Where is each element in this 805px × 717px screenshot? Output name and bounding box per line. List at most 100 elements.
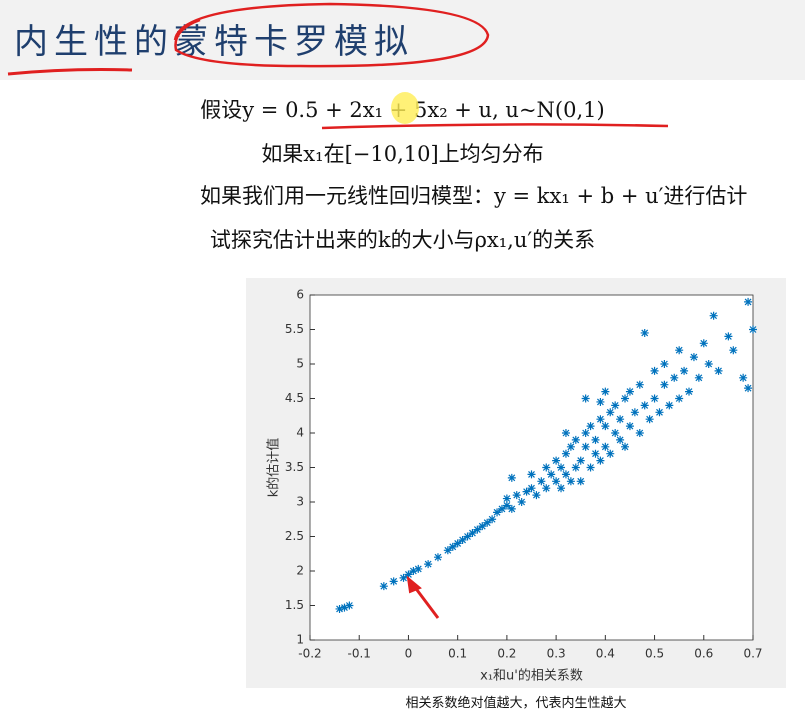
point (596, 415, 605, 424)
point (502, 494, 511, 503)
y-tick-label: 5 (296, 357, 304, 371)
point (345, 601, 354, 610)
point (532, 491, 541, 500)
point (561, 429, 570, 437)
point (621, 394, 630, 403)
point (488, 515, 497, 524)
y-tick-label: 1 (296, 633, 304, 647)
point (557, 463, 566, 472)
point (680, 366, 689, 375)
point (512, 491, 521, 500)
formula-line: 如果我们用一元线性回归模型：y = kx₁ + b + u′进行估计 (200, 184, 748, 208)
point (709, 311, 718, 320)
point (335, 604, 344, 613)
point (660, 360, 669, 368)
point (606, 408, 615, 417)
point (502, 501, 511, 510)
point (542, 484, 551, 493)
point (517, 498, 526, 506)
point (566, 442, 575, 451)
point (621, 442, 630, 451)
point (571, 463, 580, 472)
formula-line: 试探究估计出来的k的大小与ρx₁,u′的关系 (209, 228, 596, 252)
y-tick-label: 1.5 (285, 598, 304, 612)
y-tick-label: 2 (296, 564, 304, 578)
point (611, 429, 620, 437)
point (699, 339, 708, 348)
point (714, 366, 723, 375)
point (463, 532, 472, 541)
point (630, 408, 639, 417)
plot-area (309, 294, 754, 641)
point (561, 449, 570, 458)
x-tick-label: 0 (405, 647, 413, 661)
point (581, 429, 590, 437)
point (468, 529, 477, 538)
x-tick-label: -0.1 (348, 647, 371, 661)
y-tick-label: 6 (296, 288, 304, 302)
point (473, 525, 482, 534)
x-tick-label: 0.4 (596, 647, 615, 661)
point (571, 435, 580, 444)
point (601, 422, 610, 431)
point (640, 401, 649, 410)
x-tick-label: -0.2 (298, 647, 321, 661)
y-tick-label: 4.5 (285, 391, 304, 405)
y-tick-label: 3.5 (285, 460, 304, 474)
point (389, 577, 398, 586)
point (650, 366, 659, 375)
point (557, 484, 566, 493)
y-tick-label: 5.5 (285, 322, 304, 336)
point (625, 422, 634, 431)
point (611, 401, 620, 410)
x-tick-label: 0.7 (743, 647, 762, 661)
point (433, 553, 442, 562)
formula-line: 如果x₁在[−10,10]上均匀分布 (261, 142, 544, 166)
point (478, 522, 487, 531)
point (340, 603, 349, 612)
point (448, 542, 457, 551)
point (527, 484, 536, 493)
point (581, 442, 590, 451)
point (458, 535, 467, 544)
point (640, 328, 649, 337)
point (443, 546, 452, 555)
point (576, 456, 585, 465)
point (542, 463, 551, 472)
point (379, 582, 388, 591)
point (616, 415, 625, 424)
x-tick-label: 0.5 (645, 647, 664, 661)
point (635, 380, 644, 389)
point (497, 504, 506, 513)
point (552, 477, 561, 486)
point (507, 473, 516, 482)
point (596, 397, 605, 406)
highlight (391, 92, 419, 124)
point (645, 415, 654, 424)
point (704, 360, 713, 368)
x-tick-label: 0.2 (497, 647, 516, 661)
point (601, 442, 610, 451)
point (724, 332, 733, 341)
point (527, 470, 536, 479)
point (566, 477, 575, 486)
point (547, 470, 556, 479)
point (655, 408, 664, 417)
point (689, 353, 698, 362)
point (729, 346, 738, 355)
point (591, 449, 600, 458)
point (616, 435, 625, 444)
caption: 相关系数绝对值越大，代表内生性越大 (405, 696, 627, 711)
point (453, 539, 462, 548)
point (404, 570, 413, 579)
point (744, 384, 753, 393)
point (399, 573, 408, 582)
point (660, 380, 669, 389)
point (675, 394, 684, 403)
point (424, 560, 433, 569)
point (552, 456, 561, 465)
point (591, 435, 600, 444)
point (414, 564, 423, 573)
